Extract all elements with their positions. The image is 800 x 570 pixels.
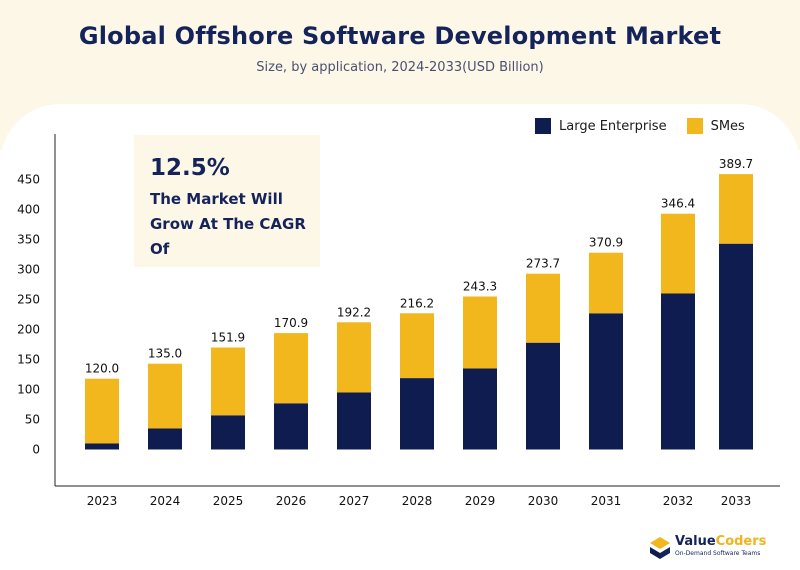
bar-large-enterprise [661,293,695,450]
bar-total-label: 370.9 [589,236,623,250]
y-tick-label: 150 [17,353,40,367]
bar-large-enterprise [337,392,371,450]
x-tick-label: 2025 [213,494,244,508]
valuecoders-logo-icon [650,537,670,559]
bar-large-enterprise [400,378,434,450]
logo-name-part1: Value [675,534,716,549]
bar-total-label: 243.3 [463,280,497,294]
logo-tagline: On-Demand Software Teams [675,550,761,557]
logo-name: ValueCoders [675,534,766,549]
y-tick-label: 200 [17,323,40,337]
bar-total-label: 389.7 [719,157,753,171]
cagr-callout: 12.5% The Market Will Grow At The CAGR O… [134,135,320,267]
cagr-value: 12.5% [150,155,230,181]
y-tick-label: 400 [17,203,40,217]
bar-smes [526,273,560,343]
x-tick-label: 2026 [276,494,307,508]
cagr-text: The Market Will Grow At The CAGR Of [150,190,306,258]
bar-total-label: 135.0 [148,347,182,361]
legend-label-smes: SMes [710,118,745,134]
bar-large-enterprise [526,342,560,450]
legend-swatch-large-enterprise [535,118,551,134]
bar-large-enterprise [211,415,245,450]
bar-large-enterprise [719,243,753,450]
valuecoders-logo: ValueCoders On-Demand Software Teams [648,533,798,563]
x-tick-label: 2033 [721,494,752,508]
x-tick-label: 2023 [87,494,118,508]
bar-large-enterprise [148,428,182,450]
logo-name-part2: Coders [715,534,767,549]
bar-large-enterprise [463,368,497,450]
chart-title: Global Offshore Software Development Mar… [78,22,722,50]
bar-smes [463,296,497,369]
bar-smes [85,378,119,444]
legend-item-large-enterprise: Large Enterprise [535,118,667,134]
x-tick-label: 2029 [465,494,496,508]
y-tick-label: 100 [17,383,40,397]
y-tick-label: 450 [17,173,40,187]
bar-total-label: 192.2 [337,305,371,319]
x-tick-label: 2024 [150,494,181,508]
legend-label-large-enterprise: Large Enterprise [559,118,667,134]
legend-swatch-smes [686,118,703,134]
bar-total-label: 170.9 [274,316,308,330]
legend-item-smes: SMes [686,118,745,134]
bar-total-label: 216.2 [400,296,434,310]
bar-smes [719,174,753,244]
bar-total-label: 346.4 [661,197,695,211]
y-tick-label: 50 [25,413,40,427]
y-tick-label: 0 [32,443,40,457]
chart-legend: Large Enterprise SMes [535,116,765,136]
bar-large-enterprise [85,443,119,450]
y-tick-label: 350 [17,233,40,247]
bar-smes [274,333,308,404]
bar-smes [337,322,371,393]
x-tick-label: 2032 [663,494,694,508]
bar-total-label: 151.9 [211,331,245,345]
x-tick-label: 2028 [402,494,433,508]
bar-smes [211,347,245,416]
y-tick-label: 250 [17,293,40,307]
x-tick-label: 2031 [591,494,622,508]
y-tick-label: 300 [17,263,40,277]
x-tick-label: 2027 [339,494,370,508]
bar-smes [661,213,695,294]
bar-smes [589,252,623,314]
bar-smes [400,313,434,379]
bar-total-label: 120.0 [85,362,119,376]
bar-large-enterprise [589,313,623,450]
bar-total-label: 273.7 [526,257,560,271]
chart-subtitle: Size, by application, 2024-2033(USD Bill… [256,60,544,75]
bar-large-enterprise [274,403,308,450]
bar-smes [148,363,182,429]
x-tick-label: 2030 [528,494,559,508]
